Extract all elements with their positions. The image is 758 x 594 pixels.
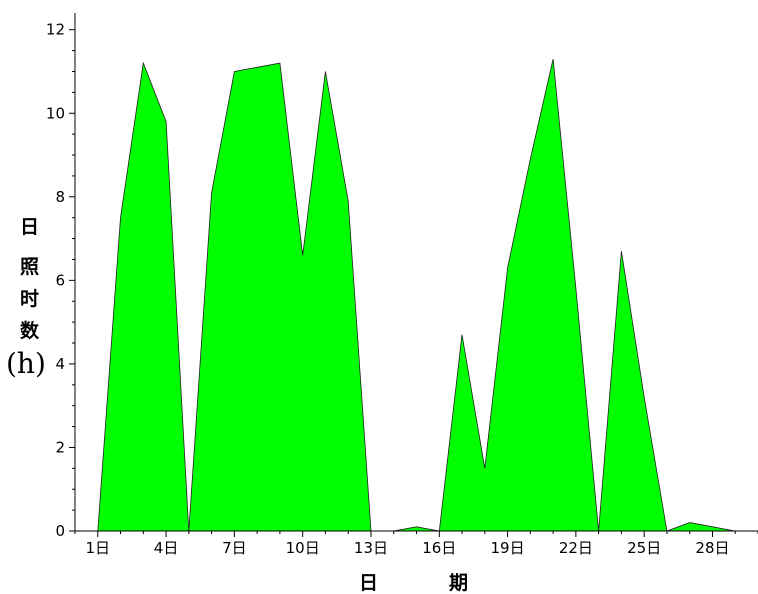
area-segment (666, 522, 736, 532)
y-axis-label-char-1: 日 (20, 216, 39, 238)
area-segment (598, 251, 668, 532)
y-axis-label-char-3: 时 (20, 288, 39, 310)
x-tick-label: 4日 (154, 539, 179, 557)
x-tick-label: 22日 (559, 539, 593, 557)
x-tick-label: 28日 (695, 539, 729, 557)
x-tick-label: 16日 (422, 539, 456, 557)
y-tick-label: 10 (46, 104, 65, 122)
x-tick-label: 7日 (222, 539, 247, 557)
y-axis-label-char-2: 照 (20, 256, 39, 278)
x-tick-label: 1日 (85, 539, 110, 557)
y-tick-label: 2 (55, 438, 65, 456)
y-axis-unit: (h) (6, 347, 46, 380)
y-tick-label: 0 (55, 522, 65, 540)
y-tick-label: 8 (55, 188, 65, 206)
area-segment (393, 526, 440, 532)
y-tick-label: 4 (55, 355, 65, 373)
area-segment (188, 62, 372, 532)
x-axis-label-char-2: 期 (449, 572, 468, 594)
area-layer (97, 58, 736, 532)
x-ticks: 1日 4日 7日 10日 13日 16日 19日 22日 25日 28日 (74, 531, 758, 557)
y-ticks: 0 2 4 6 8 10 12 (46, 21, 75, 540)
y-axis-label: 日 照 时 数 (h) (6, 216, 46, 380)
area-segment (438, 58, 600, 532)
y-tick-label: 6 (55, 271, 65, 289)
x-tick-label: 19日 (491, 539, 525, 557)
area-segment (97, 61, 190, 532)
x-axis-label: 日 期 (359, 572, 468, 594)
x-tick-label: 13日 (354, 539, 388, 557)
x-tick-label: 25日 (627, 539, 661, 557)
y-tick-label: 12 (46, 21, 65, 39)
x-tick-label: 10日 (286, 539, 320, 557)
x-axis-label-char-1: 日 (359, 572, 378, 594)
y-axis-label-char-4: 数 (20, 319, 40, 342)
